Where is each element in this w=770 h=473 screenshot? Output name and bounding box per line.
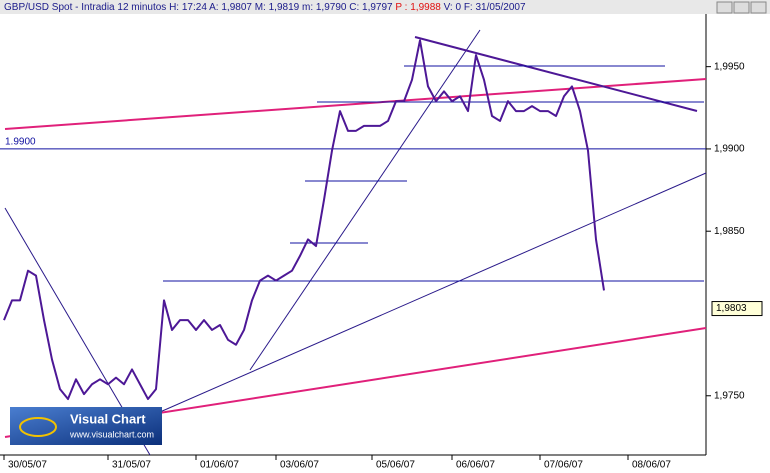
header-item: C: 1,9797	[349, 2, 393, 13]
y-tick-label: 1,9950	[714, 61, 745, 72]
header-title: GBP/USD Spot - Intradia 12 minutos	[4, 2, 166, 13]
x-tick-label: 06/06/07	[456, 460, 495, 471]
header-item: F: 31/05/2007	[464, 2, 526, 13]
last-price-label: 1,9803	[716, 303, 747, 314]
header-item: A: 1,9807	[209, 2, 252, 13]
reference-label: 1.9900	[5, 137, 36, 148]
y-tick-label: 1,9750	[714, 390, 745, 401]
header-text: GBP/USD Spot - Intradia 12 minutos H: 17…	[4, 2, 526, 13]
y-tick-label: 1,9900	[714, 144, 745, 155]
drawing-tools	[4, 29, 707, 456]
header-item: m: 1,9790	[302, 2, 347, 13]
x-tick-label: 31/05/07	[112, 460, 151, 471]
x-tick-label: 30/05/07	[8, 460, 47, 471]
header: GBP/USD Spot - Intradia 12 minutos H: 17…	[4, 2, 526, 13]
x-tick-label: 01/06/07	[200, 460, 239, 471]
header-bar	[0, 0, 770, 14]
price-line	[3, 39, 605, 401]
logo: Visual Chart www.visualchart.com	[10, 407, 162, 445]
y-tick-label: 1,9850	[714, 226, 745, 237]
last-price-box	[711, 301, 763, 317]
header-highlight: P : 1,9988	[395, 2, 441, 13]
window-buttons	[716, 1, 767, 14]
header-item: H: 17:24	[169, 2, 207, 13]
x-tick-label: 08/06/07	[632, 460, 671, 471]
x-tick-label: 07/06/07	[544, 460, 583, 471]
logo-name: Visual Chart	[70, 411, 146, 426]
x-tick-label: 03/06/07	[280, 460, 319, 471]
logo-url: www.visualchart.com	[69, 429, 154, 439]
x-tick-label: 05/06/07	[376, 460, 415, 471]
header-item: M: 1,9819	[255, 2, 300, 13]
header-item: V: 0	[444, 2, 462, 13]
